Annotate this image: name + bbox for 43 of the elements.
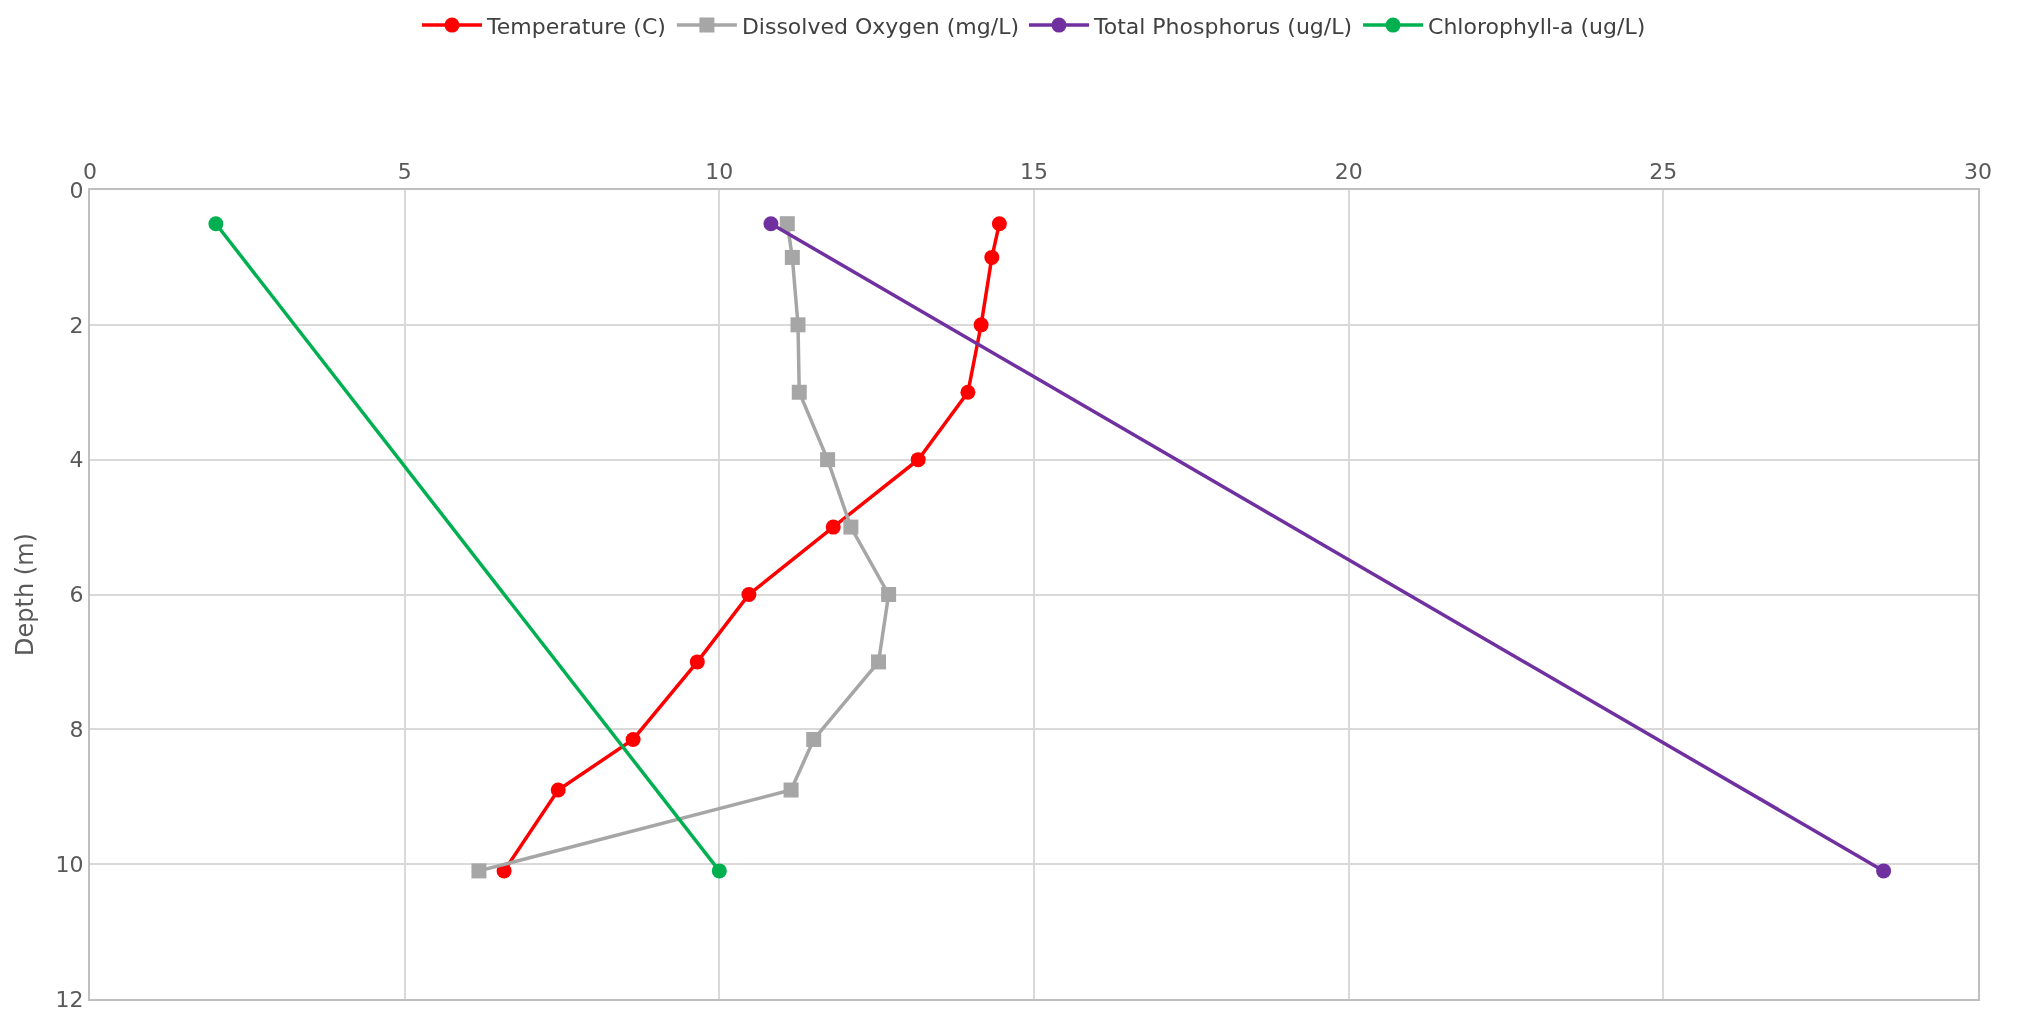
point — [471, 863, 487, 879]
point — [1876, 863, 1892, 879]
legend-label: Chlorophyll-a (ug/L) — [1428, 13, 1646, 39]
y-tick-label: 12 — [55, 986, 84, 1012]
y-tick-label: 8 — [69, 717, 84, 743]
point — [625, 731, 641, 747]
y-tick-label: 0 — [69, 177, 84, 203]
point — [783, 782, 799, 798]
point — [881, 587, 897, 602]
point — [208, 216, 224, 232]
y-tick-label: 2 — [69, 312, 84, 338]
legend-label: Total Phosphorus (ug/L) — [1092, 13, 1353, 39]
point — [790, 317, 806, 333]
point — [689, 654, 705, 670]
y-tick-label: 10 — [55, 851, 84, 877]
point — [871, 654, 887, 670]
x-tick-label: 30 — [1964, 159, 1992, 185]
point — [843, 519, 859, 535]
point — [806, 731, 822, 747]
point — [984, 249, 1000, 265]
x-tick-label: 10 — [705, 159, 734, 185]
point — [820, 452, 836, 468]
point — [991, 216, 1007, 232]
point — [791, 384, 807, 400]
point — [825, 519, 841, 535]
x-tick-label: 25 — [1649, 159, 1678, 185]
y-tick-label: 6 — [69, 582, 84, 608]
point — [741, 587, 757, 602]
legend-label: Temperature (C) — [486, 13, 666, 39]
x-tick-label: 5 — [397, 159, 412, 185]
point — [779, 216, 795, 232]
x-tick-label: 15 — [1020, 159, 1048, 185]
point — [784, 249, 800, 265]
point — [960, 384, 976, 400]
point — [763, 216, 779, 232]
point — [550, 782, 566, 798]
y-tick-label: 4 — [69, 447, 84, 473]
legend-label: Dissolved Oxygen (mg/L) — [741, 13, 1019, 39]
point — [910, 452, 926, 468]
x-tick-label: 20 — [1334, 159, 1363, 185]
point — [711, 863, 727, 879]
point — [973, 317, 989, 333]
y-axis-title: Depth (m) — [11, 533, 40, 656]
